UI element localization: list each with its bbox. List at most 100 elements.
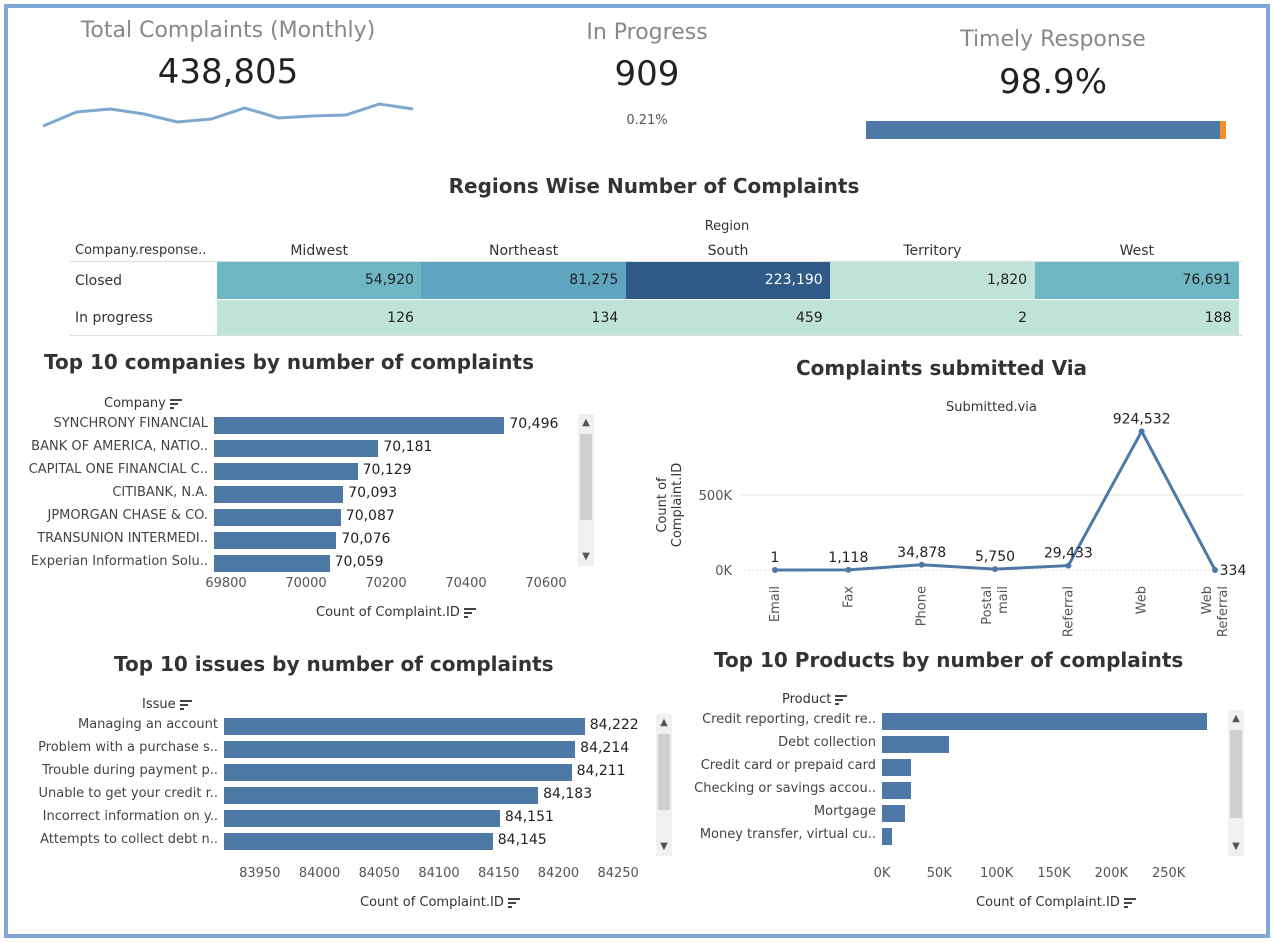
bar — [214, 509, 341, 526]
tick-label: 250K — [1151, 866, 1186, 881]
companies-title: Top 10 companies by number of complaints — [44, 350, 534, 374]
response-header: Company.response.. — [75, 243, 207, 258]
category-label: Money transfer, virtual cu.. — [699, 827, 876, 842]
via-line-chart: 0K 500K 1 Email 1,118 Fax 34,878 Phone 5,750 Post… — [699, 411, 1247, 637]
issues-scrollbar[interactable]: ▲ ▼ — [656, 714, 672, 856]
x-tick-label: Referral — [1061, 586, 1076, 637]
issues-xlabel: Count of Complaint.ID — [360, 895, 520, 910]
tick-label: 50K — [926, 866, 952, 881]
in-progress-title: In Progress — [586, 20, 708, 45]
bar — [224, 741, 576, 758]
bar — [882, 805, 905, 822]
value-label: 70,181 — [383, 439, 433, 455]
sort-icon[interactable] — [1123, 897, 1136, 908]
bar — [882, 759, 911, 776]
tick-label: 84250 — [597, 866, 639, 881]
region-cell: 54,920 — [217, 262, 422, 299]
sort-icon[interactable] — [507, 897, 520, 908]
region-cell: 223,190 — [625, 262, 831, 299]
bar — [214, 555, 330, 572]
companies-scrollbar[interactable]: ▲ ▼ — [578, 414, 594, 566]
sort-icon[interactable] — [169, 398, 182, 409]
data-point — [845, 566, 852, 573]
bar — [214, 486, 344, 503]
value-label: 70,093 — [348, 485, 398, 501]
value-label: 70,087 — [345, 508, 395, 524]
x-tick-label: Phone — [915, 586, 930, 626]
tick-label: 84100 — [418, 866, 460, 881]
region-column-header: Midwest — [290, 243, 349, 259]
x-tick-label: mail — [996, 586, 1011, 614]
value-label: 84,222 — [589, 717, 639, 733]
region-column-header: Territory — [903, 243, 962, 259]
category-label: Incorrect information on y.. — [42, 809, 218, 824]
data-label: 334 — [1220, 563, 1247, 579]
scroll-down-icon[interactable]: ▼ — [582, 551, 590, 562]
region-cell: 126 — [217, 300, 422, 336]
products-title: Top 10 Products by number of complaints — [714, 648, 1184, 672]
issue-axis-header[interactable]: Issue — [142, 697, 192, 712]
via-title: Complaints submitted Via — [796, 356, 1088, 380]
data-label: 29,433 — [1044, 546, 1093, 562]
category-label: SYNCHRONY FINANCIAL — [53, 416, 208, 431]
y-tick-label: 500K — [699, 489, 733, 504]
value-label: 70,059 — [334, 554, 384, 570]
value-label: 70,496 — [509, 416, 559, 432]
timely-bar-fill — [866, 121, 1221, 139]
scroll-thumb[interactable] — [658, 734, 670, 810]
bar — [882, 782, 911, 799]
bar — [214, 463, 358, 480]
sort-icon[interactable] — [463, 607, 476, 618]
data-label: 1 — [771, 550, 780, 566]
scroll-up-icon[interactable]: ▲ — [1232, 713, 1240, 724]
tick-label: 84150 — [478, 866, 520, 881]
data-label: 1,118 — [828, 550, 868, 566]
table-bottom — [70, 335, 1242, 336]
category-label: Experian Information Solu.. — [30, 554, 208, 569]
region-cell: 2 — [830, 300, 1036, 336]
bar — [214, 532, 337, 549]
value-label: 84,211 — [576, 763, 626, 779]
data-label: 34,878 — [897, 545, 946, 561]
region-column-header: South — [707, 243, 749, 259]
row-label-in-progress: In progress — [75, 310, 153, 326]
bar — [214, 417, 505, 434]
scroll-thumb[interactable] — [1230, 730, 1242, 818]
tick-label: 83950 — [239, 866, 281, 881]
products-xlabel: Count of Complaint.ID — [976, 895, 1136, 910]
bar — [224, 833, 493, 850]
regions-title: Regions Wise Number of Complaints — [448, 174, 860, 198]
data-point — [772, 566, 778, 573]
sort-icon[interactable] — [835, 694, 848, 705]
bar — [224, 787, 539, 804]
scroll-down-icon[interactable]: ▼ — [1232, 841, 1240, 852]
data-point — [1065, 562, 1072, 569]
tick-label: 70600 — [525, 576, 567, 591]
x-tick-label: Web — [1135, 586, 1150, 614]
category-label: Credit reporting, credit re.. — [702, 712, 876, 727]
tick-label: 70400 — [445, 576, 487, 591]
in-progress-percent: 0.21% — [626, 113, 668, 128]
category-label: CAPITAL ONE FINANCIAL C.. — [28, 462, 208, 477]
x-tick-label: Postal — [980, 586, 995, 625]
tick-label: 84000 — [298, 866, 341, 881]
tick-label: 0K — [873, 866, 891, 881]
products-scrollbar[interactable]: ▲ ▼ — [1228, 710, 1244, 856]
bar — [224, 718, 585, 735]
category-label: JPMORGAN CHASE & CO. — [47, 508, 208, 523]
data-label: 924,532 — [1113, 411, 1171, 427]
product-axis-header[interactable]: Product — [782, 692, 848, 707]
scroll-up-icon[interactable]: ▲ — [660, 717, 668, 728]
sort-icon[interactable] — [179, 699, 192, 710]
scroll-up-icon[interactable]: ▲ — [582, 417, 590, 428]
value-label: 84,183 — [543, 786, 593, 802]
data-point — [992, 566, 998, 573]
company-axis-header[interactable]: Company — [104, 396, 182, 411]
data-point — [918, 561, 925, 568]
scroll-down-icon[interactable]: ▼ — [660, 841, 668, 852]
category-label: BANK OF AMERICA, NATIO.. — [31, 439, 208, 454]
region-column-header: West — [1119, 243, 1154, 259]
x-tick-label: Email — [768, 586, 783, 622]
scroll-thumb[interactable] — [580, 434, 592, 520]
x-tick-label: Fax — [841, 586, 856, 608]
